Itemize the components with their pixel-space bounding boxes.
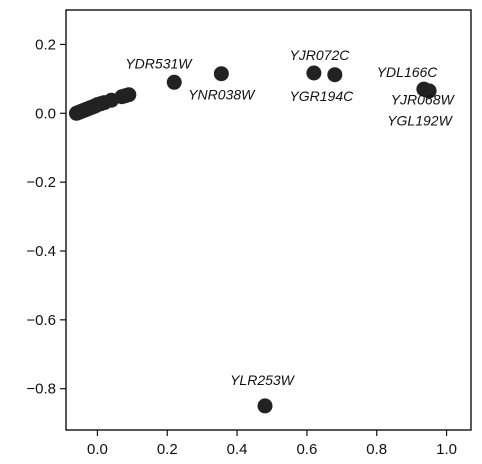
x-tick-label: 0.8 <box>366 441 387 458</box>
point-annotation: YJR068W <box>391 92 456 108</box>
x-tick-label: 1.0 <box>436 441 457 458</box>
y-tick-label: −0.2 <box>26 174 56 191</box>
point-annotation: YGR194C <box>289 88 354 104</box>
ticks-layer: 0.0 0.2 0.4 0.6 0.8 1.0 0.2 0.0 −0.2 −0.4 −0.6 −0.8 <box>26 36 457 458</box>
x-tick-label: 0.4 <box>227 441 248 458</box>
scatter-point <box>213 66 229 82</box>
x-tick-label: 0.2 <box>157 441 178 458</box>
scatter-point <box>306 65 322 81</box>
y-tick-label: −0.8 <box>26 381 56 398</box>
point-annotation: YJR072C <box>289 47 350 63</box>
scatter-point <box>121 87 137 103</box>
scatter-point <box>257 398 273 414</box>
plot-frame <box>65 9 472 431</box>
points-layer <box>68 65 437 414</box>
y-tick-label: −0.4 <box>26 243 56 260</box>
point-annotation: YGL192W <box>387 112 453 128</box>
x-tick-label: 0.0 <box>87 441 108 458</box>
point-annotation: YLR253W <box>230 372 296 388</box>
point-annotation: YDL166C <box>377 64 439 80</box>
point-annotation: YNR038W <box>188 87 256 103</box>
y-tick-label: −0.6 <box>26 312 56 329</box>
scatter-point <box>327 67 343 83</box>
scatter-point <box>166 74 182 90</box>
labels-layer: YDR531W YNR038W YJR072C YGR194C YDL166C YJR06… <box>125 47 455 388</box>
scatter-point <box>421 83 437 99</box>
y-tick-label: 0.2 <box>35 36 56 53</box>
x-tick-label: 0.6 <box>296 441 317 458</box>
point-annotation: YDR531W <box>125 56 193 72</box>
y-tick-label: 0.0 <box>35 105 56 122</box>
